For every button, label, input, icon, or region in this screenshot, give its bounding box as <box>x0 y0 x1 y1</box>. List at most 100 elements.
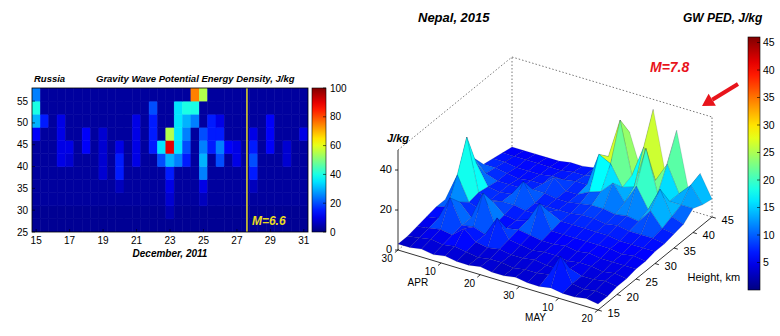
heat-cell <box>291 140 299 153</box>
heat-cell <box>141 180 149 193</box>
heat-cell <box>208 88 216 101</box>
heat-cell <box>107 206 115 219</box>
heat-cell <box>65 206 73 219</box>
y-tick <box>32 188 35 189</box>
heat-cell <box>57 153 65 166</box>
heat-cell <box>49 114 57 127</box>
y-tick-label: 45 <box>17 139 29 150</box>
heat-cell <box>65 114 73 127</box>
heat-cell <box>166 219 174 232</box>
heat-cell <box>199 140 207 153</box>
heat-cell <box>208 114 216 127</box>
colorbar-tick-label: 40 <box>763 64 775 76</box>
y-tick-label: 15 <box>608 307 620 319</box>
colorbar-tick-label: 80 <box>330 111 342 122</box>
heat-cell <box>266 88 274 101</box>
heat-cell <box>116 101 124 114</box>
heat-cell <box>233 101 241 114</box>
heat-cell <box>132 193 140 206</box>
heat-cell <box>149 140 157 153</box>
event-arrow <box>712 84 738 100</box>
heat-cell <box>40 101 48 114</box>
heat-cell <box>99 140 107 153</box>
colorbar-tick <box>757 235 760 236</box>
heat-cell <box>40 193 48 206</box>
heat-cell <box>74 127 82 140</box>
heat-cell <box>65 101 73 114</box>
heat-cell <box>199 206 207 219</box>
colorbar <box>312 88 326 232</box>
heat-cell <box>149 101 157 114</box>
x-tick-label: 29 <box>265 235 277 246</box>
heat-cell <box>174 193 182 206</box>
heat-cell <box>82 101 90 114</box>
heat-cell <box>166 206 174 219</box>
heat-cell <box>82 193 90 206</box>
heat-cell <box>291 206 299 219</box>
heat-cell <box>216 88 224 101</box>
heat-cell <box>208 127 216 140</box>
x-tick <box>36 229 37 232</box>
heat-cell <box>224 180 232 193</box>
heat-cell <box>32 180 40 193</box>
heat-cell <box>191 219 199 232</box>
heat-cell <box>166 167 174 180</box>
z-tick <box>395 170 398 171</box>
heat-cell <box>107 219 115 232</box>
heat-cell <box>241 193 249 206</box>
heat-cell <box>283 180 291 193</box>
colorbar-tick-label: 15 <box>763 201 775 213</box>
heat-cell <box>157 101 165 114</box>
heat-cell <box>224 114 232 127</box>
heat-cell <box>266 127 274 140</box>
z-axis-title: J/kg <box>387 132 409 144</box>
heat-cell <box>99 180 107 193</box>
x-tick-label: 30 <box>503 290 515 301</box>
heat-cell <box>216 193 224 206</box>
heat-cell <box>300 219 308 232</box>
x-tick-label: 25 <box>198 235 210 246</box>
heat-cell <box>57 193 65 206</box>
box-edge <box>712 117 713 217</box>
heat-cell <box>283 101 291 114</box>
heat-cell <box>49 153 57 166</box>
heat-cell <box>266 140 274 153</box>
heat-cell <box>233 88 241 101</box>
colorbar-tick <box>757 70 760 71</box>
heat-cell <box>258 153 266 166</box>
heat-cell <box>49 167 57 180</box>
heat-cell <box>82 140 90 153</box>
colorbar-tick-label: 20 <box>763 174 775 186</box>
heat-cell <box>157 193 165 206</box>
y-tick-label: 20 <box>627 291 639 303</box>
heat-cell <box>208 153 216 166</box>
x-tick-label: 20 <box>464 278 476 289</box>
heat-cell <box>275 127 283 140</box>
x-tick <box>170 229 171 232</box>
heat-cell <box>300 88 308 101</box>
heat-cell <box>283 88 291 101</box>
heat-cell <box>141 101 149 114</box>
heat-cell <box>183 140 191 153</box>
y-tick <box>32 232 35 233</box>
heat-cell <box>49 101 57 114</box>
x-tick <box>69 229 70 232</box>
heat-cell <box>174 167 182 180</box>
y-tick <box>32 166 35 167</box>
y-tick <box>617 295 621 296</box>
heat-cell <box>291 114 299 127</box>
colorbar-tick-label: 100 <box>330 83 347 94</box>
heat-cell <box>241 88 249 101</box>
heat-cell <box>249 101 257 114</box>
heat-cell <box>258 140 266 153</box>
heat-cell <box>82 153 90 166</box>
heat-cell <box>32 127 40 140</box>
heat-cell <box>40 167 48 180</box>
heat-cell <box>141 206 149 219</box>
heat-cell <box>241 167 249 180</box>
heat-cell <box>291 167 299 180</box>
heat-cell <box>249 180 257 193</box>
heat-cell <box>199 219 207 232</box>
heat-cell <box>74 88 82 101</box>
heat-cell <box>157 219 165 232</box>
